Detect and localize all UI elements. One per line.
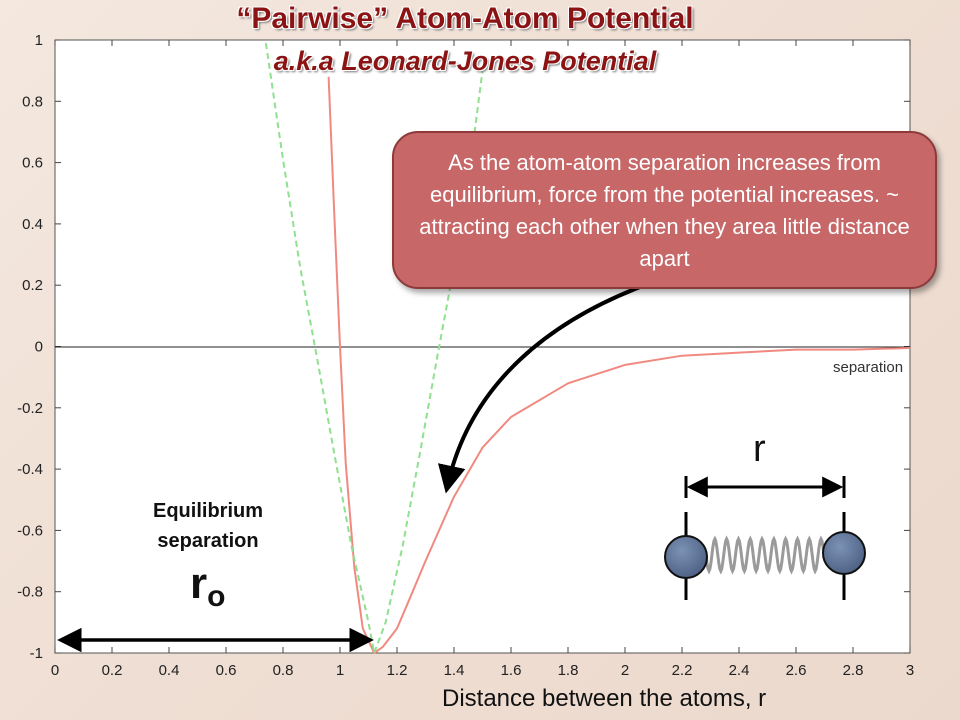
r0-symbol: ro: [190, 560, 225, 621]
x-tick-label: 2.6: [786, 662, 807, 679]
x-tick-label: 1: [336, 662, 344, 679]
y-tick-label: -0.2: [17, 400, 43, 417]
x-tick-label: 0.2: [102, 662, 123, 679]
separation-label: separation: [833, 359, 904, 376]
x-tick-label: 3: [906, 662, 914, 679]
r0-main: r: [190, 559, 208, 608]
equilibrium-label: Equilibrium separation: [153, 500, 263, 552]
atom-right-icon: [822, 531, 866, 575]
atom-pair-diagram: [664, 476, 866, 600]
x-tick-label: 2: [621, 662, 629, 679]
x-axis-label: Distance between the atoms, r: [442, 685, 767, 712]
spring-icon: [704, 535, 826, 575]
lj-potential-curve: [327, 76, 911, 654]
callout-text: As the atom-atom separation increases fr…: [419, 150, 910, 271]
x-tick-label: 2.4: [729, 662, 750, 679]
y-tick-label: -0.4: [17, 461, 43, 478]
series-group: [264, 42, 911, 654]
y-tick-label: 0.2: [22, 277, 43, 294]
x-tick-label: 1.6: [501, 662, 522, 679]
x-tick-label: 0.8: [273, 662, 294, 679]
x-tick-label: 0.6: [216, 662, 237, 679]
callout-pointer-arrow: [437, 285, 641, 494]
x-tick-label: 1.2: [387, 662, 408, 679]
page-subtitle: a.k.a Leonard-Jones Potential: [273, 46, 657, 76]
axis-ticks: 0 0.2 0.4 0.6 0.8 1 1.2 1.4 1.6 1.8 2 2.2 2.4 2.6 2.8 3…: [17, 32, 914, 679]
y-tick-label: 0.6: [22, 155, 43, 172]
x-tick-label: 2.2: [672, 662, 693, 679]
callout-box: As the atom-atom separation increases fr…: [392, 131, 937, 289]
x-tick-label: 0.4: [159, 662, 180, 679]
y-tick-label: 1: [35, 32, 43, 49]
y-tick-label: 0: [35, 339, 43, 356]
x-tick-label: 1.8: [558, 662, 579, 679]
y-tick-label: -0.6: [17, 522, 43, 539]
x-tick-label: 1.4: [444, 662, 465, 679]
y-tick-label: -0.8: [17, 584, 43, 601]
y-tick-label: -1: [30, 645, 43, 662]
atom-left-icon: [664, 535, 708, 579]
x-tick-label: 2.8: [843, 662, 864, 679]
r-symbol: r: [753, 428, 766, 470]
y-tick-label: 0.4: [22, 216, 43, 233]
y-tick-label: 0.8: [22, 93, 43, 110]
x-tick-label: 0: [51, 662, 59, 679]
page-title: “Pairwise” Atom-Atom Potential: [236, 2, 694, 35]
harmonic-approx-curve: [264, 42, 484, 654]
r0-subscript: o: [207, 580, 226, 613]
